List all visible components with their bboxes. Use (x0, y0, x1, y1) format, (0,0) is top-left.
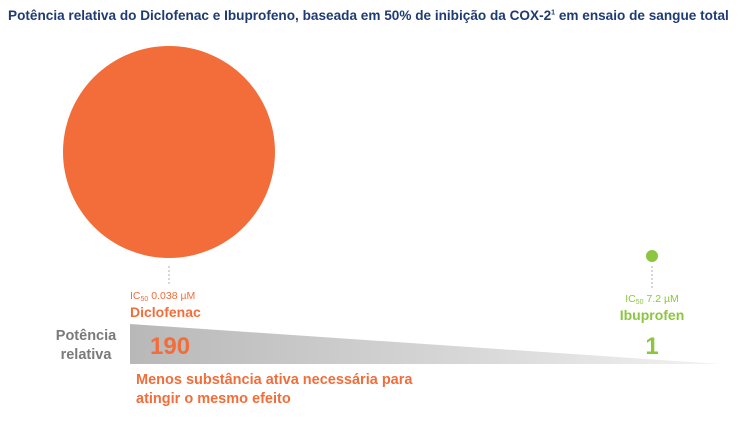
chart-title-reference: 1 (551, 9, 556, 17)
potency-wedge (130, 324, 720, 364)
ibuprofen-name-label: Ibuprofen (620, 307, 685, 323)
ibuprofen-potency-value: 1 (645, 333, 658, 360)
relative-potency-axis-label-line2: relativa (61, 347, 113, 363)
less-substance-note-line2: atingir o mesmo efeito (136, 391, 291, 407)
diclofenac-ic50-label: IC50 0.038 µM (130, 290, 195, 303)
ibuprofen-bubble (646, 250, 658, 262)
diclofenac-bubble (63, 46, 275, 258)
chart-title-tail: em ensaio de sangue total (555, 8, 729, 23)
diclofenac-name-label: Diclofenac (130, 304, 201, 320)
diclofenac-potency-value: 190 (150, 333, 190, 360)
chart-title-main: Potência relativa do Diclofenac e Ibupro… (8, 8, 552, 23)
relative-potency-axis-label: Potência (56, 328, 117, 344)
less-substance-note: Menos substância ativa necessária para (136, 372, 413, 388)
chart-title: Potência relativa do Diclofenac e Ibupro… (8, 8, 744, 23)
ibuprofen-ic50-label: IC50 7.2 µM (625, 293, 679, 306)
